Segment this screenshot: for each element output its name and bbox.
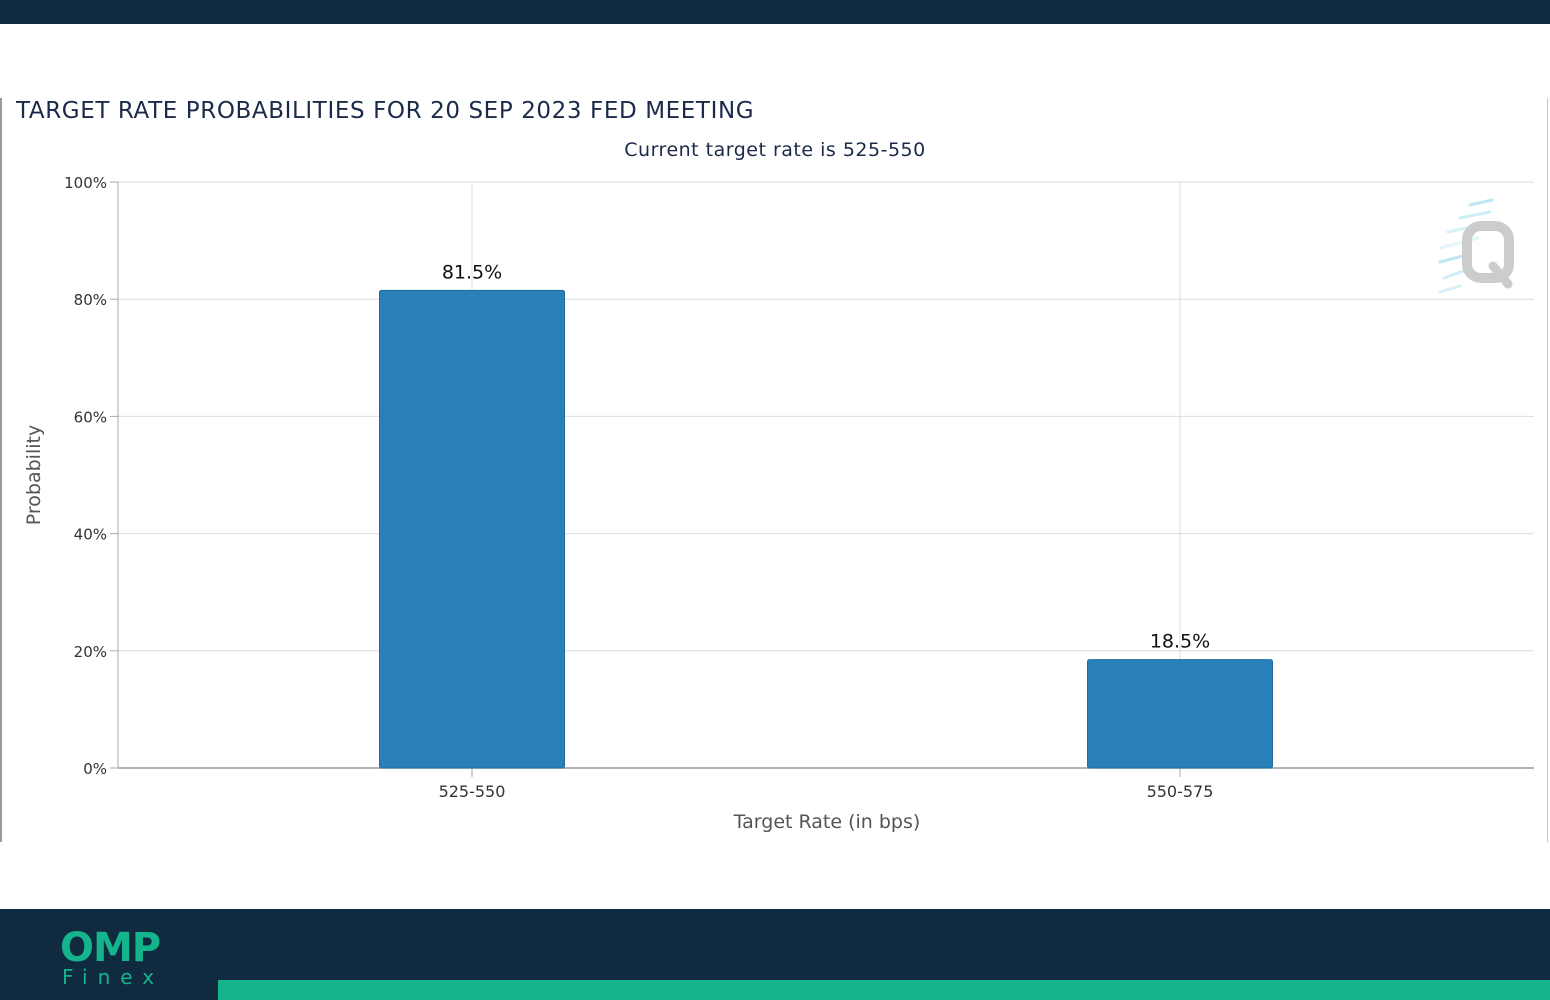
bar-550-575[interactable] [1087,659,1273,769]
omp-finex-logo: OMP Finex [60,928,190,992]
watermark-q-ring [1462,221,1514,283]
q-logo-watermark-icon [1438,198,1514,294]
watermark-q-tail [1488,261,1513,289]
bar-data-label: 18.5% [1150,631,1210,653]
y-axis-title: Probability [23,425,45,525]
y-tick-label: 80% [74,291,107,309]
grid-layer [110,181,1534,777]
x-tick-label: 550-575 [1147,782,1214,801]
logo-subtitle: Finex [62,965,165,989]
y-tick-label: 40% [74,526,107,544]
label-layer: 0% 20% 40% 60% 80% 100% 525-550 81.5% 550-575 18.… [64,174,1213,801]
x-axis-title: Target Rate (in bps) [733,811,921,833]
watermark-speed-line [1468,198,1494,207]
bar-chart: 0% 20% 40% 60% 80% 100% 525-550 81.5% 550-575 18.… [23,174,1534,833]
top-bar [0,0,1550,24]
bar-525-550[interactable] [379,289,565,769]
y-tick-label: 100% [64,174,107,192]
bar-layer [379,289,1273,769]
y-tick-label: 20% [74,643,107,661]
watermark-speed-line [1438,284,1462,294]
chart-title: TARGET RATE PROBABILITIES FOR 20 SEP 202… [16,98,755,124]
chart-subtitle: Current target rate is 525-550 [624,139,926,161]
x-tick-label: 525-550 [439,782,506,801]
watermark-speed-line [1442,268,1468,280]
y-tick-label: 60% [74,408,107,426]
watermark-speed-line [1438,236,1480,250]
y-tick-label: 0% [83,760,107,778]
bar-data-label: 81.5% [442,261,502,283]
footer-accent-stripe [218,980,1550,1000]
watermark-speed-line [1458,210,1492,220]
chart-frame [0,98,1548,842]
logo-wordmark: OMP [60,925,161,971]
